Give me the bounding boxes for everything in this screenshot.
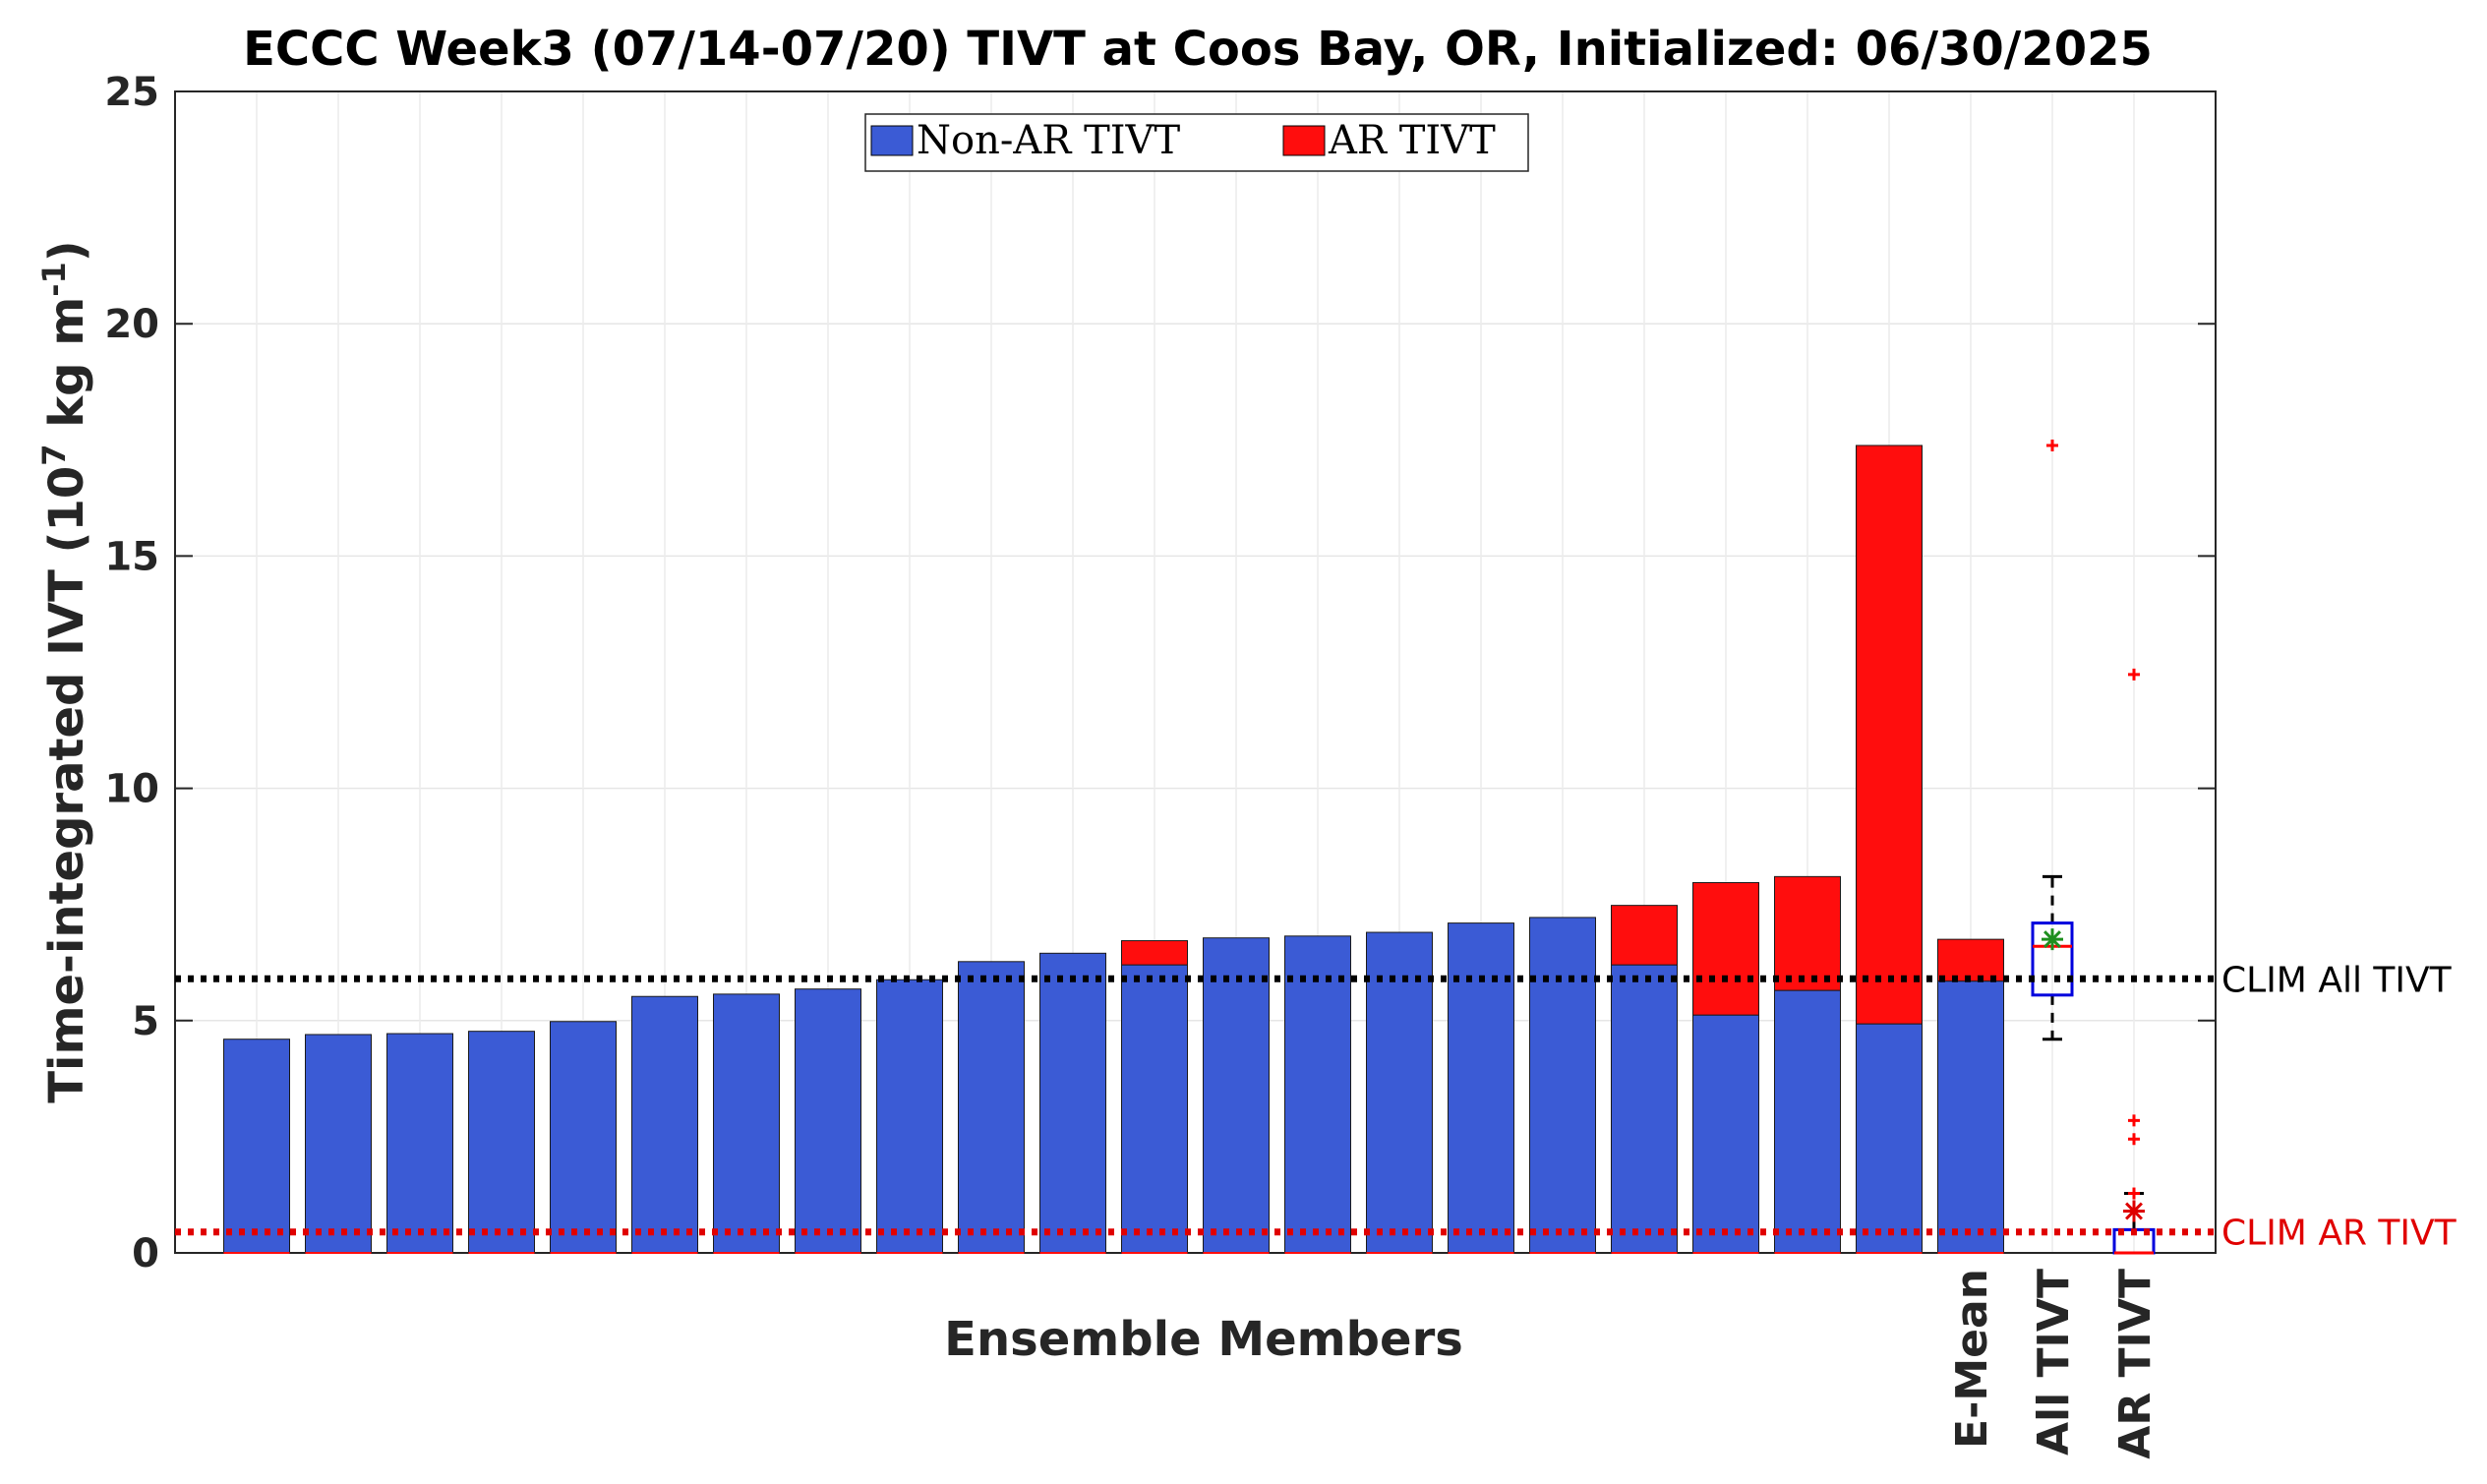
bar-non-ar	[1529, 917, 1596, 1254]
bar-ar	[1611, 905, 1678, 966]
x-category-label: AR TIVT	[2110, 1269, 2161, 1459]
bar-ar	[1856, 445, 1923, 1025]
plot-area	[174, 90, 2217, 1254]
legend: Non-AR TIVT AR TIVT	[864, 113, 1529, 172]
boxplots	[2031, 439, 2156, 1255]
y-axis-label-sup: 7	[35, 444, 73, 465]
bar-non-ar	[1284, 935, 1351, 1254]
bar-non-ar	[1039, 952, 1106, 1254]
bar-ar	[1121, 940, 1188, 966]
bar-non-ar	[1692, 1014, 1759, 1254]
bar-non-ar	[223, 1039, 290, 1254]
y-tick-label: 15	[104, 534, 159, 579]
reference-lines: CLIM All TIVT CLIM AR TIVT	[175, 960, 2457, 1254]
y-axis-label-end: )	[39, 240, 94, 262]
bar-non-ar	[386, 1033, 453, 1254]
legend-swatch-ar	[1282, 125, 1326, 156]
bar-non-ar	[1203, 937, 1270, 1254]
boxplot-all-tivt	[2031, 439, 2074, 1041]
legend-label-ar: AR TIVT	[1328, 118, 1496, 163]
bar-non-ar	[958, 961, 1025, 1254]
bar-non-ar	[468, 1031, 535, 1254]
bar-non-ar	[1611, 964, 1678, 1254]
x-axis-categories: E-Mean All TIVT AR TIVT	[1947, 1269, 2161, 1459]
x-axis-label: Ensemble Members	[944, 1312, 1463, 1367]
legend-box	[864, 113, 1529, 172]
y-axis-label-unit: kg m	[39, 297, 94, 445]
y-tick-label: 10	[104, 767, 159, 812]
legend-label-non-ar: Non-AR TIVT	[917, 118, 1180, 163]
bar-non-ar	[1448, 922, 1514, 1254]
mean-marker	[2043, 930, 2061, 949]
box	[2031, 921, 2074, 997]
reference-line-label: CLIM AR TIVT	[2221, 1214, 2457, 1254]
bar-non-ar	[1774, 989, 1841, 1254]
y-tick-label: 5	[132, 999, 159, 1044]
bar-non-ar	[876, 979, 943, 1254]
bar-ar	[1774, 875, 1841, 991]
y-tick-label: 25	[104, 70, 159, 115]
bar-non-ar	[1856, 1023, 1923, 1254]
bar-non-ar	[713, 993, 780, 1254]
bar-ar	[1692, 881, 1759, 1016]
bar-non-ar	[631, 995, 698, 1254]
y-axis-label: Time-integrated IVT (107 kg m-1)	[35, 240, 94, 1102]
x-category-label: E-Mean	[1947, 1269, 1997, 1449]
bar-non-ar	[795, 988, 861, 1254]
bar-non-ar	[1366, 931, 1433, 1254]
bars	[223, 445, 2004, 1254]
bar-non-ar	[1937, 980, 2004, 1254]
bar-non-ar	[550, 1021, 617, 1254]
legend-swatch-non-ar	[870, 125, 914, 156]
bar-non-ar	[1121, 964, 1188, 1254]
y-tick-label: 0	[132, 1231, 159, 1276]
y-axis-label-sup2: -1	[35, 262, 73, 297]
x-category-label: All TIVT	[2029, 1269, 2079, 1455]
reference-line-label: CLIM All TIVT	[2221, 960, 2453, 1000]
y-axis-label-main: Time-integrated IVT (10	[39, 466, 94, 1103]
mean-marker	[2125, 1202, 2143, 1220]
chart-title: ECCC Week3 (07/14-07/20) TIVT at Coos Ba…	[243, 22, 2153, 77]
y-tick-label: 20	[104, 302, 159, 347]
bar-non-ar	[305, 1034, 372, 1254]
y-axis-ticks: 0 5 10 15 20 25	[104, 70, 2216, 1276]
bar-ar	[1937, 938, 2004, 982]
